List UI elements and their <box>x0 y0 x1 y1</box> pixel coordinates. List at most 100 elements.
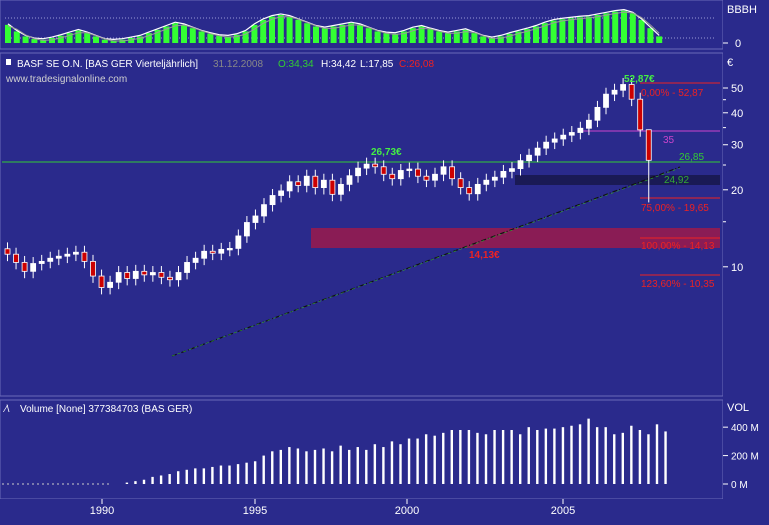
fib-label-0: 0,00% - 52,87 <box>641 88 704 99</box>
time-axis-area <box>0 499 723 520</box>
oscillator-bar <box>647 28 654 43</box>
candle <box>372 157 379 174</box>
oscillator-bar <box>172 23 179 43</box>
oscillator-bar <box>533 26 539 43</box>
time-axis: 1990 1995 2000 2005 <box>90 499 575 517</box>
volume-bar <box>271 451 274 484</box>
candle <box>637 92 644 137</box>
volume-bar <box>177 471 180 484</box>
resistance-zone <box>311 228 720 248</box>
volume-bar <box>450 430 453 484</box>
candle <box>201 244 208 266</box>
oscillator-bar <box>497 36 504 43</box>
candle <box>13 247 19 270</box>
volume-bar <box>647 434 650 484</box>
candlestick-series <box>4 78 652 295</box>
support-dark-zone <box>515 175 720 185</box>
annotation-high: 52,87€ <box>624 74 655 85</box>
candle <box>645 129 652 203</box>
volume-bar <box>305 451 308 484</box>
candle <box>4 242 11 262</box>
candle-body <box>509 168 515 172</box>
candle-body <box>158 272 165 278</box>
time-tick-label: 1995 <box>243 505 267 517</box>
candle <box>295 175 302 193</box>
candle-body <box>603 93 609 108</box>
candle <box>491 170 498 188</box>
candle <box>526 148 532 168</box>
candle-body <box>175 272 182 281</box>
volume-bar <box>330 451 334 484</box>
oscillator-bar <box>612 11 619 43</box>
candle <box>252 209 259 230</box>
candle-body <box>235 235 242 249</box>
candle-body <box>141 270 148 276</box>
volume-bar <box>134 481 137 484</box>
candle-body <box>423 175 430 181</box>
volume-bar <box>373 444 377 484</box>
title-high: H:34,42 <box>321 59 356 70</box>
candle-body <box>286 181 293 192</box>
candle-body <box>243 222 250 237</box>
volume-bar <box>322 448 325 484</box>
candle-body <box>491 176 498 181</box>
candle-body <box>261 204 267 217</box>
candle <box>141 264 148 282</box>
price-panel <box>0 52 724 397</box>
candle <box>64 247 71 264</box>
oscillator-bar <box>550 20 557 43</box>
oscillator-bar <box>409 28 416 43</box>
candle-body <box>90 260 96 277</box>
candle <box>90 254 96 283</box>
candle <box>158 266 165 285</box>
title-marker-icon <box>6 59 11 65</box>
volume-tick-label: 200 M <box>731 452 759 463</box>
candle <box>363 157 370 176</box>
volume-bar <box>236 464 240 484</box>
oscillator-bar <box>5 24 11 43</box>
candle-body <box>586 119 592 129</box>
oscillator-bar <box>656 36 663 43</box>
volume-bar <box>211 466 214 484</box>
volume-bar <box>501 430 505 484</box>
oscillator-bar <box>313 26 319 43</box>
candle <box>243 216 250 243</box>
volume-bar <box>194 468 197 484</box>
candle <box>184 255 190 280</box>
candle <box>466 181 473 201</box>
candle <box>432 167 438 188</box>
volume-bar <box>578 424 582 484</box>
volume-title: Volume [None] 377384703 (BAS GER) <box>20 404 192 415</box>
candle <box>397 163 404 186</box>
oscillator-bar <box>207 33 214 43</box>
volume-bar <box>228 465 231 484</box>
candle-body <box>534 147 541 156</box>
volume-bar <box>245 462 248 484</box>
candle <box>218 242 225 261</box>
candle-body <box>30 263 37 272</box>
oscillator-bar <box>110 40 117 43</box>
oscillator-bar <box>541 23 548 43</box>
oscillator-bar <box>163 26 170 43</box>
oscillator-bar <box>295 19 302 43</box>
candle <box>509 162 515 179</box>
oscillator-bar <box>304 23 311 43</box>
oscillator-bar <box>392 33 399 43</box>
volume-bar <box>253 461 257 484</box>
candle <box>594 100 601 128</box>
oscillator-bar <box>260 19 267 43</box>
volume-bar <box>510 430 513 484</box>
candle <box>338 177 344 202</box>
candle <box>620 78 626 98</box>
oscillator-bar <box>401 31 407 43</box>
volume-bar <box>553 428 556 484</box>
volume-bar <box>433 435 436 484</box>
volume-title-icon: ⁄\ <box>2 404 10 415</box>
volume-bar <box>219 465 223 484</box>
volume-tick-label: 400 M <box>731 423 759 434</box>
oscillator-bar <box>453 31 460 43</box>
candle-body <box>303 175 310 186</box>
oscillator-bar <box>480 36 487 43</box>
volume-bar <box>185 469 188 484</box>
oscillator-bar <box>374 31 381 43</box>
